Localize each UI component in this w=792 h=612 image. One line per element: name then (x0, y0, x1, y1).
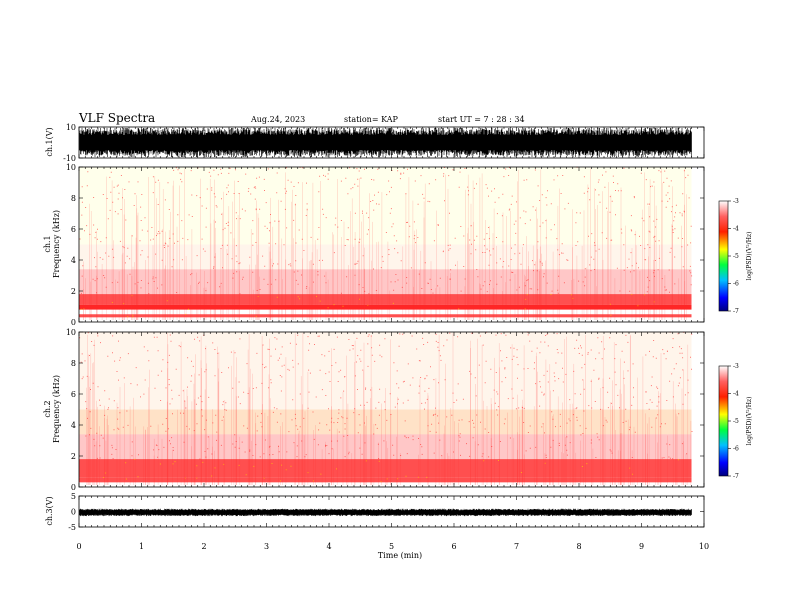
colorbar-tick-label: -3 (733, 198, 739, 205)
colorbar-ch1-label: log(PSD)(V²/Hz) (746, 232, 753, 281)
ch1-waveform-trace (79, 128, 692, 157)
spectrogram-band (79, 167, 692, 245)
spectrogram-speckle (82, 244, 691, 270)
ch1-spectrogram-ylabel: ch.1 (43, 235, 52, 252)
y-tick-label: 8 (71, 359, 76, 368)
waveform-panel-ch3: 5 0 -5 0 1 2 3 4 5 6 7 8 9 10 (68, 492, 709, 551)
colorbar-ch1-ticks: -3 -4 -5 -6 -7 (728, 198, 739, 315)
y-tick-label: 0 (71, 318, 76, 327)
y-tick-label: 0 (71, 483, 76, 492)
x-tick-label: 10 (699, 542, 709, 551)
y-tick-label: 10 (66, 163, 76, 172)
colorbar-tick-label: -7 (733, 473, 739, 480)
spectrogram-band (79, 269, 692, 295)
colorbar-tick-label: -5 (733, 253, 739, 260)
spectrogram-streaks (86, 333, 692, 485)
y-tick-label: 4 (71, 421, 76, 430)
x-tick-label: 4 (326, 542, 331, 551)
station-label: station= KAP (344, 115, 399, 124)
ch1-waveform-ylabel: ch.1(V) (45, 127, 54, 156)
colorbar-tick-label: -3 (733, 363, 739, 370)
x-axis-label: Time (min) (378, 551, 422, 560)
y-tick-label: 4 (71, 256, 76, 265)
spectrogram-speckle (125, 458, 679, 471)
waveform-panel-ch1: 10 -10 (63, 123, 705, 163)
colorbar-ch2: -3 -4 -5 -6 -7 log(PSD)(V²/Hz) (718, 363, 753, 480)
colorbar-tick-label: -7 (733, 308, 739, 315)
spectrogram-panel-ch2: 0 2 4 6 8 10 (66, 328, 705, 492)
y-tick-label: 6 (71, 225, 76, 234)
x-tick-label: 9 (639, 542, 644, 551)
colorbar-ch2-ticks: -3 -4 -5 -6 -7 (728, 363, 739, 480)
y-tick-label: 2 (71, 452, 76, 461)
colorbar-tick-label: -6 (733, 281, 739, 288)
spectrogram-speckle (79, 166, 692, 245)
start-ut-label: start UT = 7 : 28 : 34 (438, 115, 525, 124)
spectrogram-speckle (103, 472, 633, 478)
spectrogram-speckle (125, 477, 399, 483)
spectrogram-speckle (80, 304, 639, 310)
x-tick-label: 7 (514, 542, 519, 551)
ch3-waveform-ylabel: ch.3(V) (45, 496, 54, 525)
y-tick-label: -10 (63, 154, 76, 163)
colorbar-ch2-label: log(PSD)(V²/Hz) (746, 397, 753, 446)
spectrogram-streaks (83, 168, 687, 320)
x-tick-label: 0 (76, 542, 81, 551)
colorbar-tick-label: -6 (733, 446, 739, 453)
spectrogram-band (79, 304, 692, 310)
colorbar-tick-label: -4 (733, 226, 739, 233)
spectrogram-band (79, 477, 692, 483)
y-tick-label: -5 (68, 523, 76, 532)
spectrogram-speckle (79, 331, 693, 410)
colorbar-ch2-scale (718, 365, 729, 477)
x-tick-label: 2 (201, 542, 206, 551)
colorbar-tick-label: -5 (733, 418, 739, 425)
x-tick-label: 1 (139, 542, 144, 551)
colorbar-tick-label: -4 (733, 391, 739, 398)
spectrogram-speckle (85, 434, 688, 460)
spectrogram-band (79, 471, 692, 478)
x-tick-label: 6 (451, 542, 456, 551)
ch2-frequency-ylabel: Frequency (kHz) (52, 375, 61, 443)
spectrogram-band (79, 294, 692, 305)
y-tick-label: 8 (71, 194, 76, 203)
y-tick-label: 6 (71, 390, 76, 399)
ch3-waveform-trace (79, 508, 692, 517)
spectrogram-speckle (127, 313, 612, 318)
x-tick-label: 3 (264, 542, 269, 551)
spectrogram-speckle (111, 294, 655, 306)
ch2-spectrogram-ylabel: ch.2 (43, 400, 52, 417)
spectrogram-band (79, 434, 692, 460)
spectrogram-band (79, 332, 692, 410)
y-tick-label: 0 (71, 508, 76, 517)
spectrogram-band (79, 314, 692, 318)
date-label: Aug.24, 2023 (250, 115, 305, 124)
y-tick-label: 10 (66, 123, 76, 132)
colorbar-ch1-scale (718, 200, 729, 312)
figure-title: VLF Spectra (78, 111, 155, 125)
spectrogram-panel-ch1: 0 2 4 6 8 10 (66, 163, 705, 327)
x-tick-label: 8 (576, 542, 581, 551)
spectrogram-speckle (80, 269, 693, 295)
spectrogram-band (79, 459, 692, 472)
ch1-frequency-ylabel: Frequency (kHz) (52, 210, 61, 278)
spectrogram-band (79, 244, 692, 270)
y-tick-label: 2 (71, 287, 76, 296)
spectrogram-speckle (87, 409, 693, 435)
colorbar-ch1: -3 -4 -5 -6 -7 log(PSD)(V²/Hz) (718, 198, 753, 315)
spectrogram-band (79, 409, 692, 435)
y-tick-label: 5 (71, 492, 76, 501)
x-tick-label: 5 (389, 542, 394, 551)
y-tick-label: 10 (66, 328, 76, 337)
